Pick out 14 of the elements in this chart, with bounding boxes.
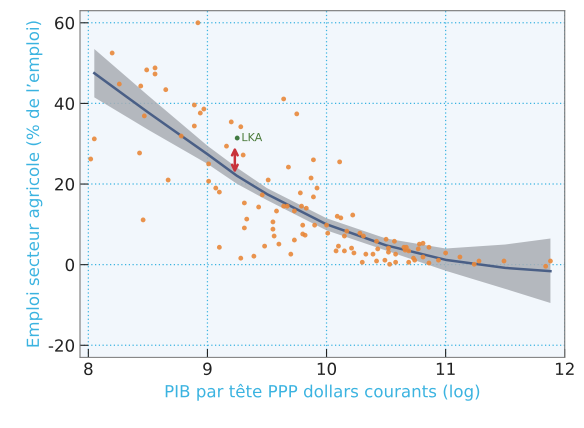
y-tick-label: 0 xyxy=(66,258,74,272)
y-tick-label: -20 xyxy=(48,339,74,352)
y-tick-label: 20 xyxy=(55,178,74,191)
x-tick-label: 8 xyxy=(84,362,93,376)
x-tick-label: 9 xyxy=(203,362,212,376)
x-tick-label: 12 xyxy=(556,362,574,375)
y-tick-label: 60 xyxy=(55,16,74,30)
line-series xyxy=(93,72,552,272)
y-tick-label: 40 xyxy=(54,97,74,110)
x-axis-title: PIB par tête PPP dollars courants (log) xyxy=(166,384,480,401)
x-tick-label: 10 xyxy=(318,362,336,376)
y-axis-title: Emploi secteur agricole (% de l’emploi) xyxy=(26,21,42,347)
annotation: LKA xyxy=(242,133,262,142)
x-tick-label: 11 xyxy=(436,362,455,375)
